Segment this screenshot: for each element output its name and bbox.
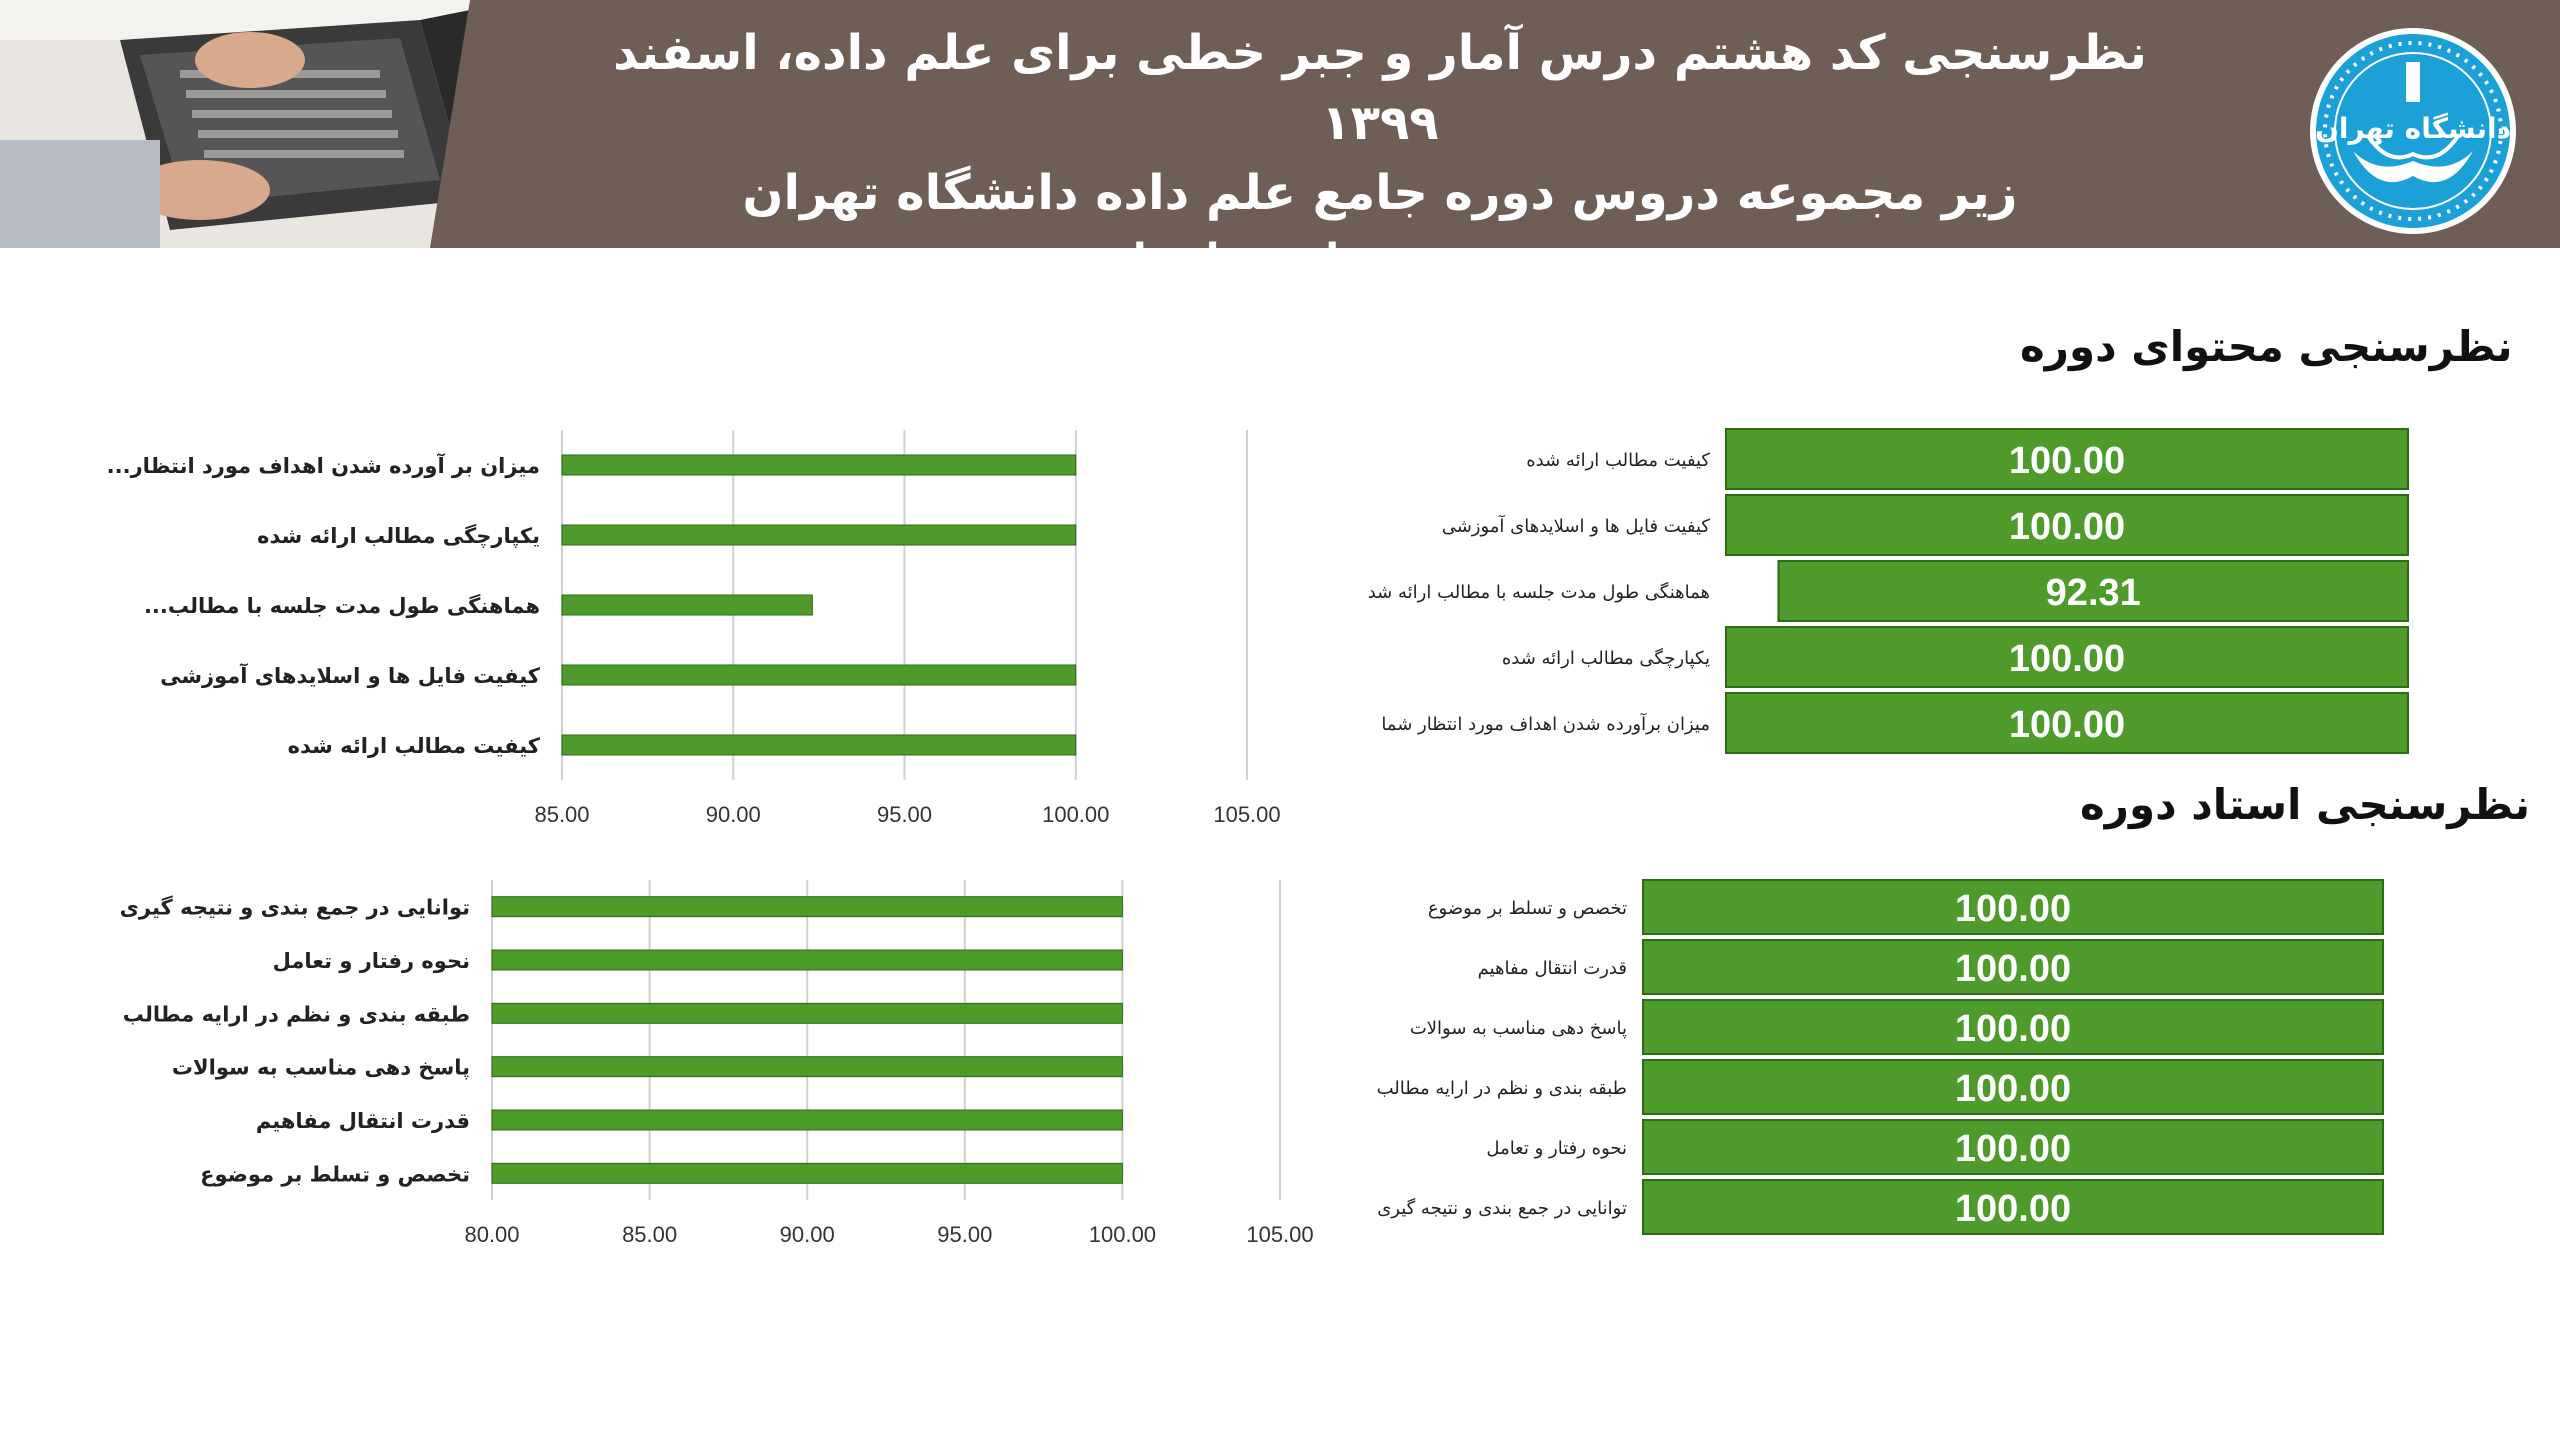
score-value: 100.00 bbox=[1955, 1008, 2071, 1050]
score-value: 100.00 bbox=[1955, 1128, 2071, 1170]
score-cell bbox=[1642, 939, 2384, 995]
bar bbox=[561, 734, 1077, 756]
category-label: کیفیت مطالب ارائه شده bbox=[288, 734, 541, 758]
score-category-label: نحوه رفتار و تعامل bbox=[1486, 1138, 1627, 1159]
logo-text: دانشگاه تهران bbox=[2315, 112, 2511, 145]
content-score-table: 100.00 کیفیت مطالب ارائه شده 100.00 کیفیت ف… bbox=[1368, 428, 2409, 754]
header-title: نظرسنجی کد هشتم درس آمار و جبر خطی برای … bbox=[560, 18, 2200, 248]
score-value: 100.00 bbox=[1955, 1068, 2071, 1110]
category-label: هماهنگی طول مدت جلسه با مطالب... bbox=[144, 593, 540, 618]
category-label: توانایی در جمع بندی و نتیجه گیری bbox=[120, 895, 470, 920]
score-value: 100.00 bbox=[2009, 440, 2125, 482]
header-line-2: زیر مجموعه دروس دوره جامع علم داده دانشگ… bbox=[742, 165, 2018, 221]
score-cell bbox=[1725, 428, 2409, 490]
x-tick-label: 80.00 bbox=[464, 1222, 519, 1247]
score-category-label: پاسخ دهی مناسب به سوالات bbox=[1410, 1018, 1627, 1039]
bar bbox=[561, 454, 1077, 476]
x-tick-label: 105.00 bbox=[1213, 802, 1280, 827]
bar bbox=[491, 896, 1123, 918]
score-value: 92.31 bbox=[2046, 572, 2141, 614]
teacher-bar-chart: 80.00 85.00 90.00 95.00 100.00 105.00 توانایی … bbox=[120, 880, 1314, 1247]
score-cell bbox=[1642, 999, 2384, 1055]
score-cell bbox=[1725, 626, 2409, 688]
category-label: پاسخ دهی مناسب به سوالات bbox=[172, 1056, 470, 1080]
x-tick-label: 100.00 bbox=[1042, 802, 1109, 827]
score-cell bbox=[1642, 1059, 2384, 1115]
score-value: 100.00 bbox=[1955, 1188, 2071, 1230]
bar bbox=[561, 524, 1077, 546]
bar bbox=[491, 1162, 1123, 1184]
score-value: 100.00 bbox=[2009, 638, 2125, 680]
category-label: یکپارچگی مطالب ارائه شده bbox=[257, 523, 540, 548]
x-tick-label: 100.00 bbox=[1089, 1222, 1156, 1247]
score-category-label: قدرت انتقال مفاهیم bbox=[1478, 958, 1627, 979]
teacher-score-table: 100.00 تخصص و تسلط بر موضوع 100.00 قدرت انت… bbox=[1377, 879, 2384, 1235]
category-label: میزان بر آورده شدن اهداف مورد انتظار... bbox=[107, 453, 540, 478]
score-cell bbox=[1725, 494, 2409, 556]
laptop-photo bbox=[0, 0, 520, 248]
x-tick-label: 105.00 bbox=[1246, 1222, 1313, 1247]
content-survey-title: نظرسنجی محتوای دوره bbox=[2020, 322, 2513, 371]
score-category-label: میزان برآورده شدن اهداف مورد انتظار شما bbox=[1381, 712, 1710, 735]
score-value: 100.00 bbox=[1955, 948, 2071, 990]
score-category-label: کیفیت مطالب ارائه شده bbox=[1526, 450, 1710, 471]
score-category-label: تخصص و تسلط بر موضوع bbox=[1428, 898, 1627, 919]
score-category-label: کیفیت فایل ها و اسلایدهای آموزشی bbox=[1442, 514, 1711, 537]
x-tick-label: 85.00 bbox=[622, 1222, 677, 1247]
score-category-label: یکپارچگی مطالب ارائه شده bbox=[1502, 647, 1710, 669]
x-tick-label: 95.00 bbox=[877, 802, 932, 827]
score-cell bbox=[1642, 879, 2384, 935]
bar bbox=[561, 594, 813, 616]
bar bbox=[491, 1109, 1123, 1131]
score-cell bbox=[1777, 560, 2409, 622]
score-category-label: توانایی در جمع بندی و نتیجه گیری bbox=[1377, 1197, 1627, 1219]
teacher-survey-title: نظرسنجی استاد دوره bbox=[2080, 780, 2531, 829]
bar bbox=[491, 949, 1123, 971]
bar bbox=[491, 1056, 1123, 1078]
x-tick-label: 85.00 bbox=[534, 802, 589, 827]
score-category-label: هماهنگی طول مدت جلسه با مطالب ارائه شد bbox=[1368, 581, 1710, 603]
score-cell bbox=[1725, 692, 2409, 754]
score-value: 100.00 bbox=[2009, 704, 2125, 746]
score-value: 100.00 bbox=[1955, 888, 2071, 930]
header-banner: نظرسنجی کد هشتم درس آمار و جبر خطی برای … bbox=[0, 0, 2560, 248]
content-bar-chart: 85.00 90.00 95.00 100.00 105.00 میزان بر آورد… bbox=[107, 430, 1281, 827]
category-label: طبقه بندی و نظم در ارایه مطالب bbox=[123, 1002, 470, 1026]
x-tick-label: 95.00 bbox=[937, 1222, 992, 1247]
header-line-1: نظرسنجی کد هشتم درس آمار و جبر خطی برای … bbox=[613, 25, 2147, 151]
score-category-label: طبقه بندی و نظم در ارایه مطالب bbox=[1377, 1078, 1627, 1099]
score-cell bbox=[1642, 1179, 2384, 1235]
score-value: 100.00 bbox=[2009, 506, 2125, 548]
category-label: قدرت انتقال مفاهیم bbox=[256, 1109, 470, 1133]
x-tick-label: 90.00 bbox=[706, 802, 761, 827]
x-tick-label: 90.00 bbox=[780, 1222, 835, 1247]
university-logo: دانشگاه تهران bbox=[2310, 28, 2516, 234]
category-label: کیفیت فایل ها و اسلایدهای آموزشی bbox=[160, 663, 541, 688]
category-label: تخصص و تسلط بر موضوع bbox=[200, 1162, 470, 1186]
bar bbox=[491, 1002, 1123, 1024]
category-label: نحوه رفتار و تعامل bbox=[273, 949, 470, 973]
score-cell bbox=[1642, 1119, 2384, 1175]
bar bbox=[561, 664, 1077, 686]
